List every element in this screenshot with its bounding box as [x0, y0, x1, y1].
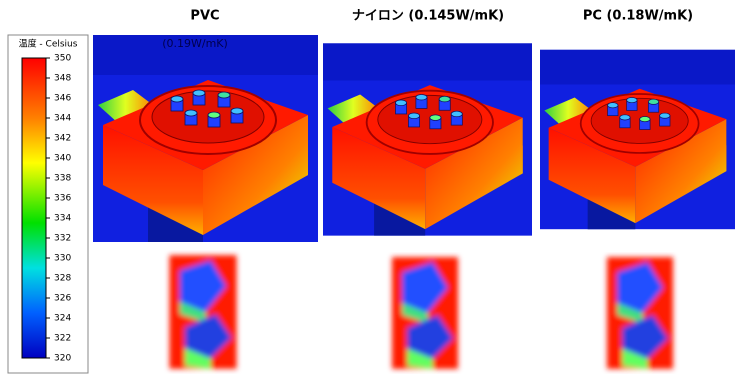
colorbar-tick-label: 324: [54, 314, 71, 324]
colorbar-tick-label: 348: [54, 74, 71, 84]
colorbar-tick-label: 336: [54, 194, 71, 204]
colorbar-tick-label: 346: [54, 94, 71, 104]
figure-canvas: 温度 - Celsius 350 348 346 344 342 340 338 336 334…: [0, 0, 742, 376]
zoom-render: [169, 255, 236, 369]
colorbar-title: 温度 - Celsius: [19, 38, 78, 50]
colorbar-tick-label: 342: [54, 134, 71, 144]
colorbar-frame: [8, 35, 88, 373]
figure: 温度 - Celsius 350 348 346 344 342 340 338 336 334…: [0, 0, 742, 376]
colorbar-tick-label: 334: [54, 214, 71, 224]
panel-title: PC (0.18W/mK): [583, 9, 693, 24]
panel-title: PVC: [190, 9, 219, 24]
model-render: [540, 50, 735, 229]
colorbar-tick-label: 344: [54, 114, 71, 124]
zoom-render: [607, 257, 673, 369]
colorbar-tick-label: 350: [54, 54, 71, 64]
colorbar-tick-label: 326: [54, 294, 71, 304]
colorbar-tick-label: 332: [54, 234, 71, 244]
colorbar: [22, 58, 46, 358]
colorbar-tick-label: 328: [54, 274, 71, 284]
zoom-render: [392, 257, 458, 369]
colorbar-tick-label: 330: [54, 254, 71, 264]
model-render: [323, 43, 532, 235]
colorbar-tick-label: 338: [54, 174, 71, 184]
colorbar-tick-label: 340: [54, 154, 71, 164]
panel-title: ナイロン (0.145W/mK): [352, 9, 504, 24]
colorbar-tick-label: 320: [54, 354, 71, 364]
model-render: [93, 35, 318, 242]
colorbar-tick-label: 322: [54, 334, 71, 344]
panel-subtitle: (0.19W/mK): [162, 37, 228, 50]
